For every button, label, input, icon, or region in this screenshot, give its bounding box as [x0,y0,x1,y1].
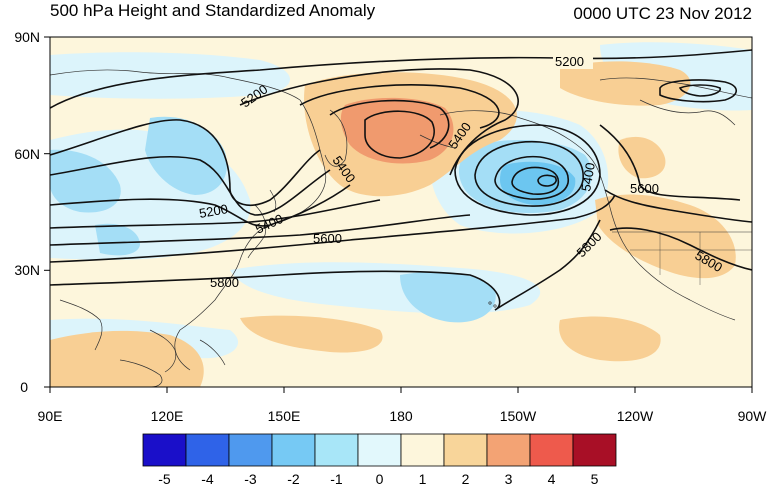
closed-low [537,174,557,187]
colorbar-swatch [529,433,574,467]
anomaly-pos-region [50,330,204,387]
anomaly-neg-region [145,116,227,195]
anomaly-pos-region [240,315,383,353]
colorbar-label: 0 [376,471,384,487]
contour-label-5800: 5800 [210,275,239,290]
ridge-contour-closed [364,110,435,159]
coastline [149,329,177,373]
closed-low [511,166,560,195]
trough-contour [50,119,321,206]
lat-label: 30N [14,262,40,278]
colorbar-swatch [314,433,359,467]
island [493,304,497,308]
colorbar-swatch [142,433,187,467]
contour-label-5600: 5600 [313,231,342,246]
lon-label: 150W [500,408,537,424]
colorbar-swatch [572,433,617,467]
coastline [50,69,327,371]
lon-label: 120W [617,408,654,424]
contour-label-5400: 5400 [578,161,598,192]
colorbar: -5 -4 -3 -2 -1 0 1 2 3 4 5 [142,433,617,487]
coastline [59,299,103,351]
ridge-contour [329,99,450,149]
east-contour [609,227,752,271]
border [630,232,752,285]
label-backdrop [553,54,593,69]
colorbar-label: -4 [201,471,214,487]
colorbar-swatch [486,433,531,467]
colorbar-label: 2 [462,471,470,487]
colorbar-swatch [228,433,273,467]
anomaly-pos-region [618,136,666,179]
coastline [199,339,226,366]
closed-low [454,124,601,216]
lat-label: 0 [20,379,28,395]
colorbar-label: 4 [548,471,556,487]
trough-contour [50,214,471,246]
coastline [611,214,736,321]
closed-low [474,140,584,207]
anomaly-neg-region [400,271,496,323]
colorbar-swatch [185,433,230,467]
trough-contour [50,184,351,227]
coastline [439,110,613,216]
island [488,301,492,305]
valid-time: 0000 UTC 23 Nov 2012 [573,4,752,23]
coastline [419,134,456,149]
colorbar-label: 5 [591,471,599,487]
height-contours [50,49,752,311]
arctic-low [659,79,738,103]
anomaly-pos-region [559,316,661,362]
lon-label: 120E [151,408,184,424]
contour-label-5600: 5600 [630,181,659,196]
trough-contour [50,199,381,229]
coastline [247,204,267,259]
colorbar-swatch [271,433,316,467]
east-contour [599,124,741,201]
lon-labels: 90E 120E 150E 180 150W 120W 90W [38,408,768,424]
colorbar-swatch [400,433,445,467]
ridge-contour [299,84,500,129]
trough-contour [50,155,331,216]
coastline [119,359,163,387]
contour-label-5200: 5200 [555,54,584,69]
closed-low [494,155,569,200]
colorbar-label: -2 [287,471,300,487]
contour-5600 [50,194,616,263]
axis-ticks [44,36,753,393]
anomaly-pos-region [560,61,691,106]
colorbar-swatch [357,433,402,467]
east-contour [604,189,752,223]
lat-label: 60N [14,146,40,162]
colorbar-label: -1 [330,471,343,487]
colorbar-label: -3 [244,471,257,487]
arctic-low [678,84,721,97]
lat-labels: 90N 60N 30N 0 [14,29,40,395]
lat-label: 90N [14,29,40,45]
colorbar-swatch [443,433,488,467]
ridge-contour [239,68,519,176]
coastline [639,99,736,126]
lon-label: 90W [738,408,768,424]
lon-label: 90E [38,408,63,424]
anomaly-neg-region [95,223,140,256]
map-title: 500 hPa Height and Standardized Anomaly [50,1,376,20]
coastlines [50,69,752,387]
lon-label: 150E [268,408,301,424]
colorbar-label: 1 [419,471,427,487]
contour-5800 [50,219,601,311]
colorbar-label: -5 [158,471,171,487]
lon-label: 180 [389,408,413,424]
coastline [324,109,348,167]
contour-5200-north [50,49,752,109]
colorbar-label: 3 [505,471,513,487]
contour-label-5200: 5200 [198,201,229,221]
